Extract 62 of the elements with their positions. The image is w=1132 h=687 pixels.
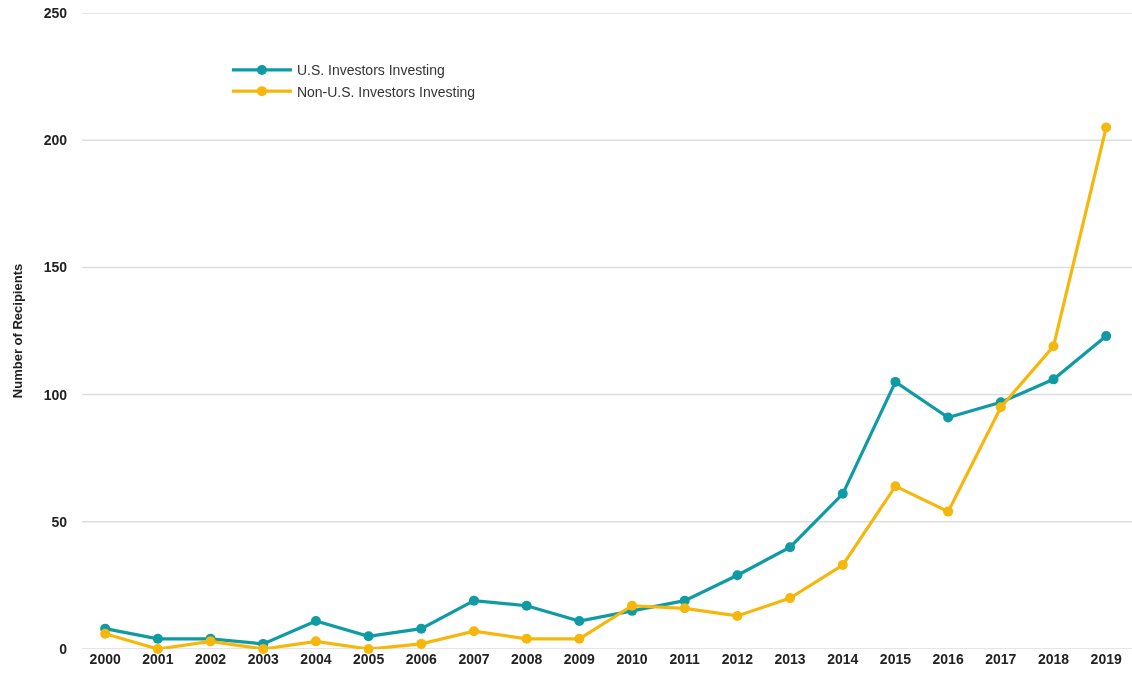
point <box>1101 331 1112 342</box>
x-tick-label: 2015 <box>879 651 912 667</box>
y-tick-label: 0 <box>59 640 68 657</box>
x-tick-label: 2016 <box>932 651 964 667</box>
point <box>468 595 479 606</box>
x-tick-label: 2010 <box>616 651 648 667</box>
x-tick-label: 2014 <box>827 651 859 667</box>
x-tick-label: 2012 <box>721 651 754 667</box>
x-tick-label: 2006 <box>405 651 438 667</box>
point <box>521 633 532 644</box>
point <box>943 506 954 517</box>
point <box>363 631 374 642</box>
point <box>732 570 743 581</box>
point <box>785 593 796 604</box>
point <box>890 376 901 387</box>
point <box>258 644 269 654</box>
point <box>152 644 163 654</box>
y-tick-label: 100 <box>43 386 68 403</box>
x-tick-label: 2002 <box>194 651 227 667</box>
y-tick-label: 250 <box>43 4 68 21</box>
y-tick-label: 150 <box>43 259 68 276</box>
point <box>1101 122 1112 133</box>
x-tick-label: 2007 <box>458 651 490 667</box>
point <box>995 402 1006 413</box>
y-tick-label: 200 <box>43 132 68 149</box>
point <box>837 488 848 499</box>
point <box>1048 374 1059 385</box>
point <box>890 481 901 492</box>
x-tick-label: 2013 <box>774 651 806 667</box>
y-tick-label: 50 <box>51 513 68 530</box>
legend-label: U.S. Investors Investing <box>296 62 445 79</box>
point <box>100 628 111 639</box>
point <box>521 600 532 611</box>
x-tick-label: 2004 <box>300 651 332 667</box>
point <box>785 542 796 553</box>
x-tick-label: 2000 <box>89 651 121 667</box>
x-tick-label: 2005 <box>353 651 385 667</box>
x-tick-label: 2003 <box>247 651 280 667</box>
point <box>310 616 321 627</box>
point <box>1048 341 1059 352</box>
point <box>152 633 163 644</box>
legend-label: Non-U.S. Investors Investing <box>296 83 476 100</box>
point <box>363 644 374 654</box>
point <box>943 412 954 423</box>
x-tick-label: 2011 <box>669 651 701 667</box>
x-tick-label: 2018 <box>1037 651 1070 667</box>
x-tick-label: 2019 <box>1090 651 1122 667</box>
x-tick-label: 2009 <box>563 651 596 667</box>
point <box>416 623 427 634</box>
point <box>679 603 690 614</box>
point <box>627 600 638 611</box>
point <box>416 638 427 649</box>
point <box>468 626 479 637</box>
point <box>574 616 585 627</box>
y-axis-title: Number of Recipients <box>9 263 25 399</box>
point <box>732 610 743 621</box>
point <box>310 636 321 647</box>
point <box>574 633 585 644</box>
x-tick-label: 2008 <box>511 651 543 667</box>
point <box>837 560 848 571</box>
x-tick-label: 2017 <box>985 651 1017 667</box>
x-tick-label: 2001 <box>142 651 174 667</box>
